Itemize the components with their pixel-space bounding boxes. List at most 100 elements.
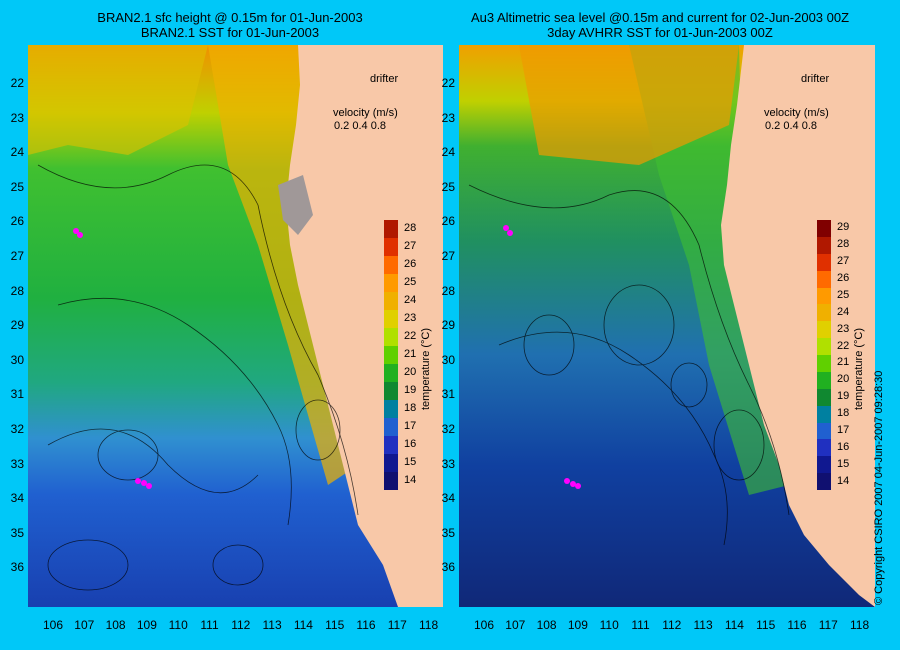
colorbar-tick-label: 29 [837,221,850,234]
colorbar-tick-label: 14 [837,474,850,487]
lon-tick-label: 111 [631,618,650,632]
colorbar-segment [817,338,831,355]
colorbar-tick-label: 24 [837,305,850,318]
lon-tick-label: 117 [818,618,838,632]
left-velocity-values: 0.2 0.4 0.8 [334,120,387,132]
colorbar-tick-label: 16 [837,440,850,453]
lat-tick-label: 23 [441,110,455,125]
colorbar-segment [817,270,831,288]
lat-tick-label: 34 [10,491,24,506]
colorbar-tick-label: 18 [837,407,850,420]
colorbar-tick-label: 27 [837,255,850,268]
colorbar-tick-label: 21 [837,356,850,369]
lat-tick-label: 36 [10,560,24,575]
lat-tick-label: 31 [10,387,24,402]
lat-tick-label: 26 [10,214,24,229]
left-land [286,45,443,607]
lon-tick-label: 112 [662,618,682,632]
colorbar-segment [817,422,831,440]
colorbar-segment [384,310,398,328]
colorbar-tick-label: 22 [837,339,850,352]
colorbar-segment [384,238,398,256]
colorbar-tick-label: 20 [837,373,850,386]
colorbar-segment [817,304,831,322]
lon-tick-label: 118 [850,618,870,632]
colorbar-tick-label: 19 [404,384,417,396]
colorbar-segment [817,456,831,474]
colorbar-segment [384,418,398,436]
lon-tick-label: 115 [325,618,345,632]
lon-tick-label: 114 [724,618,744,632]
colorbar-segment [817,371,831,389]
colorbar-tick-label: 19 [837,390,850,403]
colorbar-tick-label: 15 [404,456,417,468]
left-panel-title: BRAN2.1 sfc height @ 0.15m for 01-Jun-20… [30,10,430,40]
colorbar-tick-label: 27 [404,240,417,252]
colorbar-tick-label: 23 [404,312,417,324]
left-warm-tongue [28,45,208,155]
lon-tick-label: 109 [136,618,157,632]
colorbar-tick-label: 20 [404,366,417,378]
left-map-svg [28,45,443,607]
left-map-panel: drifter velocity (m/s) 0.2 0.4 0.8 28 27 2… [28,45,443,607]
colorbar-tick-label: 26 [837,272,850,285]
lat-tick-label: 24 [441,145,455,160]
lat-tick-label: 22 [441,76,455,90]
colorbar-segment [817,388,831,406]
right-contours [468,184,790,546]
left-title-line1: BRAN2.1 sfc height @ 0.15m for 01-Jun-20… [97,10,363,25]
lat-tick-label: 30 [441,352,455,367]
lon-tick-label: 106 [473,618,495,632]
colorbar-tick-label: 26 [404,258,417,270]
lon-tick-label: 110 [168,618,188,632]
copyright-text: © Copyright CSIRO 2007 04-Jun-2007 09:28… [873,370,885,605]
lat-tick-label: 25 [10,179,24,194]
right-velocity-values: 0.2 0.4 0.8 [765,120,818,132]
colorbar-segment [384,274,398,292]
colorbar-tick-label: 14 [404,474,417,486]
colorbar-tick-label: 25 [404,276,417,288]
lat-tick-label: 35 [10,525,24,540]
left-velocity-title: velocity (m/s) [333,107,398,119]
right-colorbar: 29 28 27 26 25 24 23 22 21 20 19 18 17 16 15 14 temperat… [817,220,865,490]
lon-tick-label: 117 [387,618,407,632]
right-title-line1: Au3 Altimetric sea level @0.15m and curr… [470,10,850,25]
lon-tick-label: 118 [419,618,439,632]
lon-tick-label: 111 [200,618,219,632]
lat-tick-label: 32 [441,422,455,436]
colorbar-segment [384,364,398,382]
colorbar-segment [817,355,831,372]
left-title-line2: BRAN2.1 SST for 01-Jun-2003 [140,25,320,40]
lat-tick-label: 25 [441,179,455,194]
colorbar-tick-label: 22 [404,330,417,342]
colorbar-tick-label: 28 [404,222,417,234]
lat-tick-label: 36 [441,560,455,575]
right-drifter-tracks [503,225,581,489]
lon-tick-label: 115 [756,618,776,632]
right-map-panel: drifter velocity (m/s) 0.2 0.4 0.8 29 28 2… [459,45,875,607]
colorbar-segment [817,321,831,339]
right-warm-top [519,45,739,165]
colorbar-segment [384,292,398,310]
colorbar-segment [384,346,398,364]
lat-tick-label: 22 [10,76,24,90]
lon-tick-label: 112 [231,618,251,632]
lat-tick-label: 30 [10,352,24,367]
colorbar-segment [384,256,398,274]
lat-tick-label: 28 [441,283,455,298]
right-warm-current [629,45,789,495]
colorbar-segment [384,454,398,472]
colorbar-segment [384,472,398,490]
lat-tick-label: 33 [10,456,24,471]
lat-tick-label: 31 [441,387,455,402]
lat-tick-label: 35 [441,525,455,540]
lat-tick-label: 23 [10,110,24,125]
right-velocity-title: velocity (m/s) [764,107,829,119]
colorbar-segment [817,220,831,237]
lon-tick-label: 108 [536,618,557,632]
lat-tick-label: 29 [441,318,455,333]
lat-tick-label: 34 [441,491,455,506]
colorbar-tick-label: 28 [837,238,850,251]
lon-tick-label: 114 [293,618,313,632]
colorbar-segment [384,220,398,238]
